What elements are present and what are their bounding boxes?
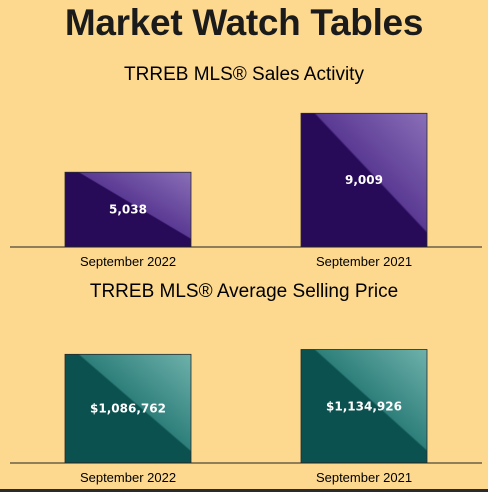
bar-september-2021 [300, 112, 428, 248]
bar-value-label: 9,009 [345, 173, 383, 187]
category-label: September 2022 [80, 254, 176, 269]
average-price-chart-title: TRREB MLS® Average Selling Price [89, 281, 399, 302]
sales-activity-chart-title: TRREB MLS® Sales Activity [124, 64, 364, 85]
bar-value-label: 5,038 [109, 203, 147, 217]
category-label: September 2021 [316, 470, 412, 485]
sales-activity-chart: 5,038 September 2022 9,009 September 2021 [10, 112, 482, 269]
bar-value-label: $1,086,762 [90, 402, 166, 416]
bar-september-2022 [64, 171, 192, 248]
average-price-chart: $1,086,762 September 2022 $1,134,926 Septem… [10, 349, 482, 485]
page-title: Market Watch Tables [64, 2, 424, 43]
bottom-divider [0, 489, 488, 492]
bar-value-label: $1,134,926 [326, 399, 402, 413]
category-label: September 2021 [316, 254, 412, 269]
bar-september-2021 [300, 349, 428, 464]
category-label: September 2022 [80, 470, 176, 485]
